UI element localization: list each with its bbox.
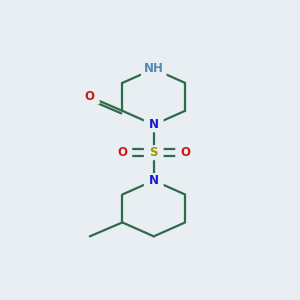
FancyBboxPatch shape <box>144 173 164 188</box>
FancyBboxPatch shape <box>80 89 100 104</box>
FancyBboxPatch shape <box>144 145 164 160</box>
FancyBboxPatch shape <box>112 145 132 160</box>
Text: N: N <box>149 118 159 131</box>
FancyBboxPatch shape <box>141 61 167 76</box>
Text: S: S <box>149 146 158 159</box>
FancyBboxPatch shape <box>144 117 164 132</box>
Text: N: N <box>149 174 159 187</box>
Text: O: O <box>180 146 190 159</box>
FancyBboxPatch shape <box>175 145 195 160</box>
Text: O: O <box>85 90 95 104</box>
Text: NH: NH <box>144 62 164 76</box>
Text: O: O <box>117 146 128 159</box>
